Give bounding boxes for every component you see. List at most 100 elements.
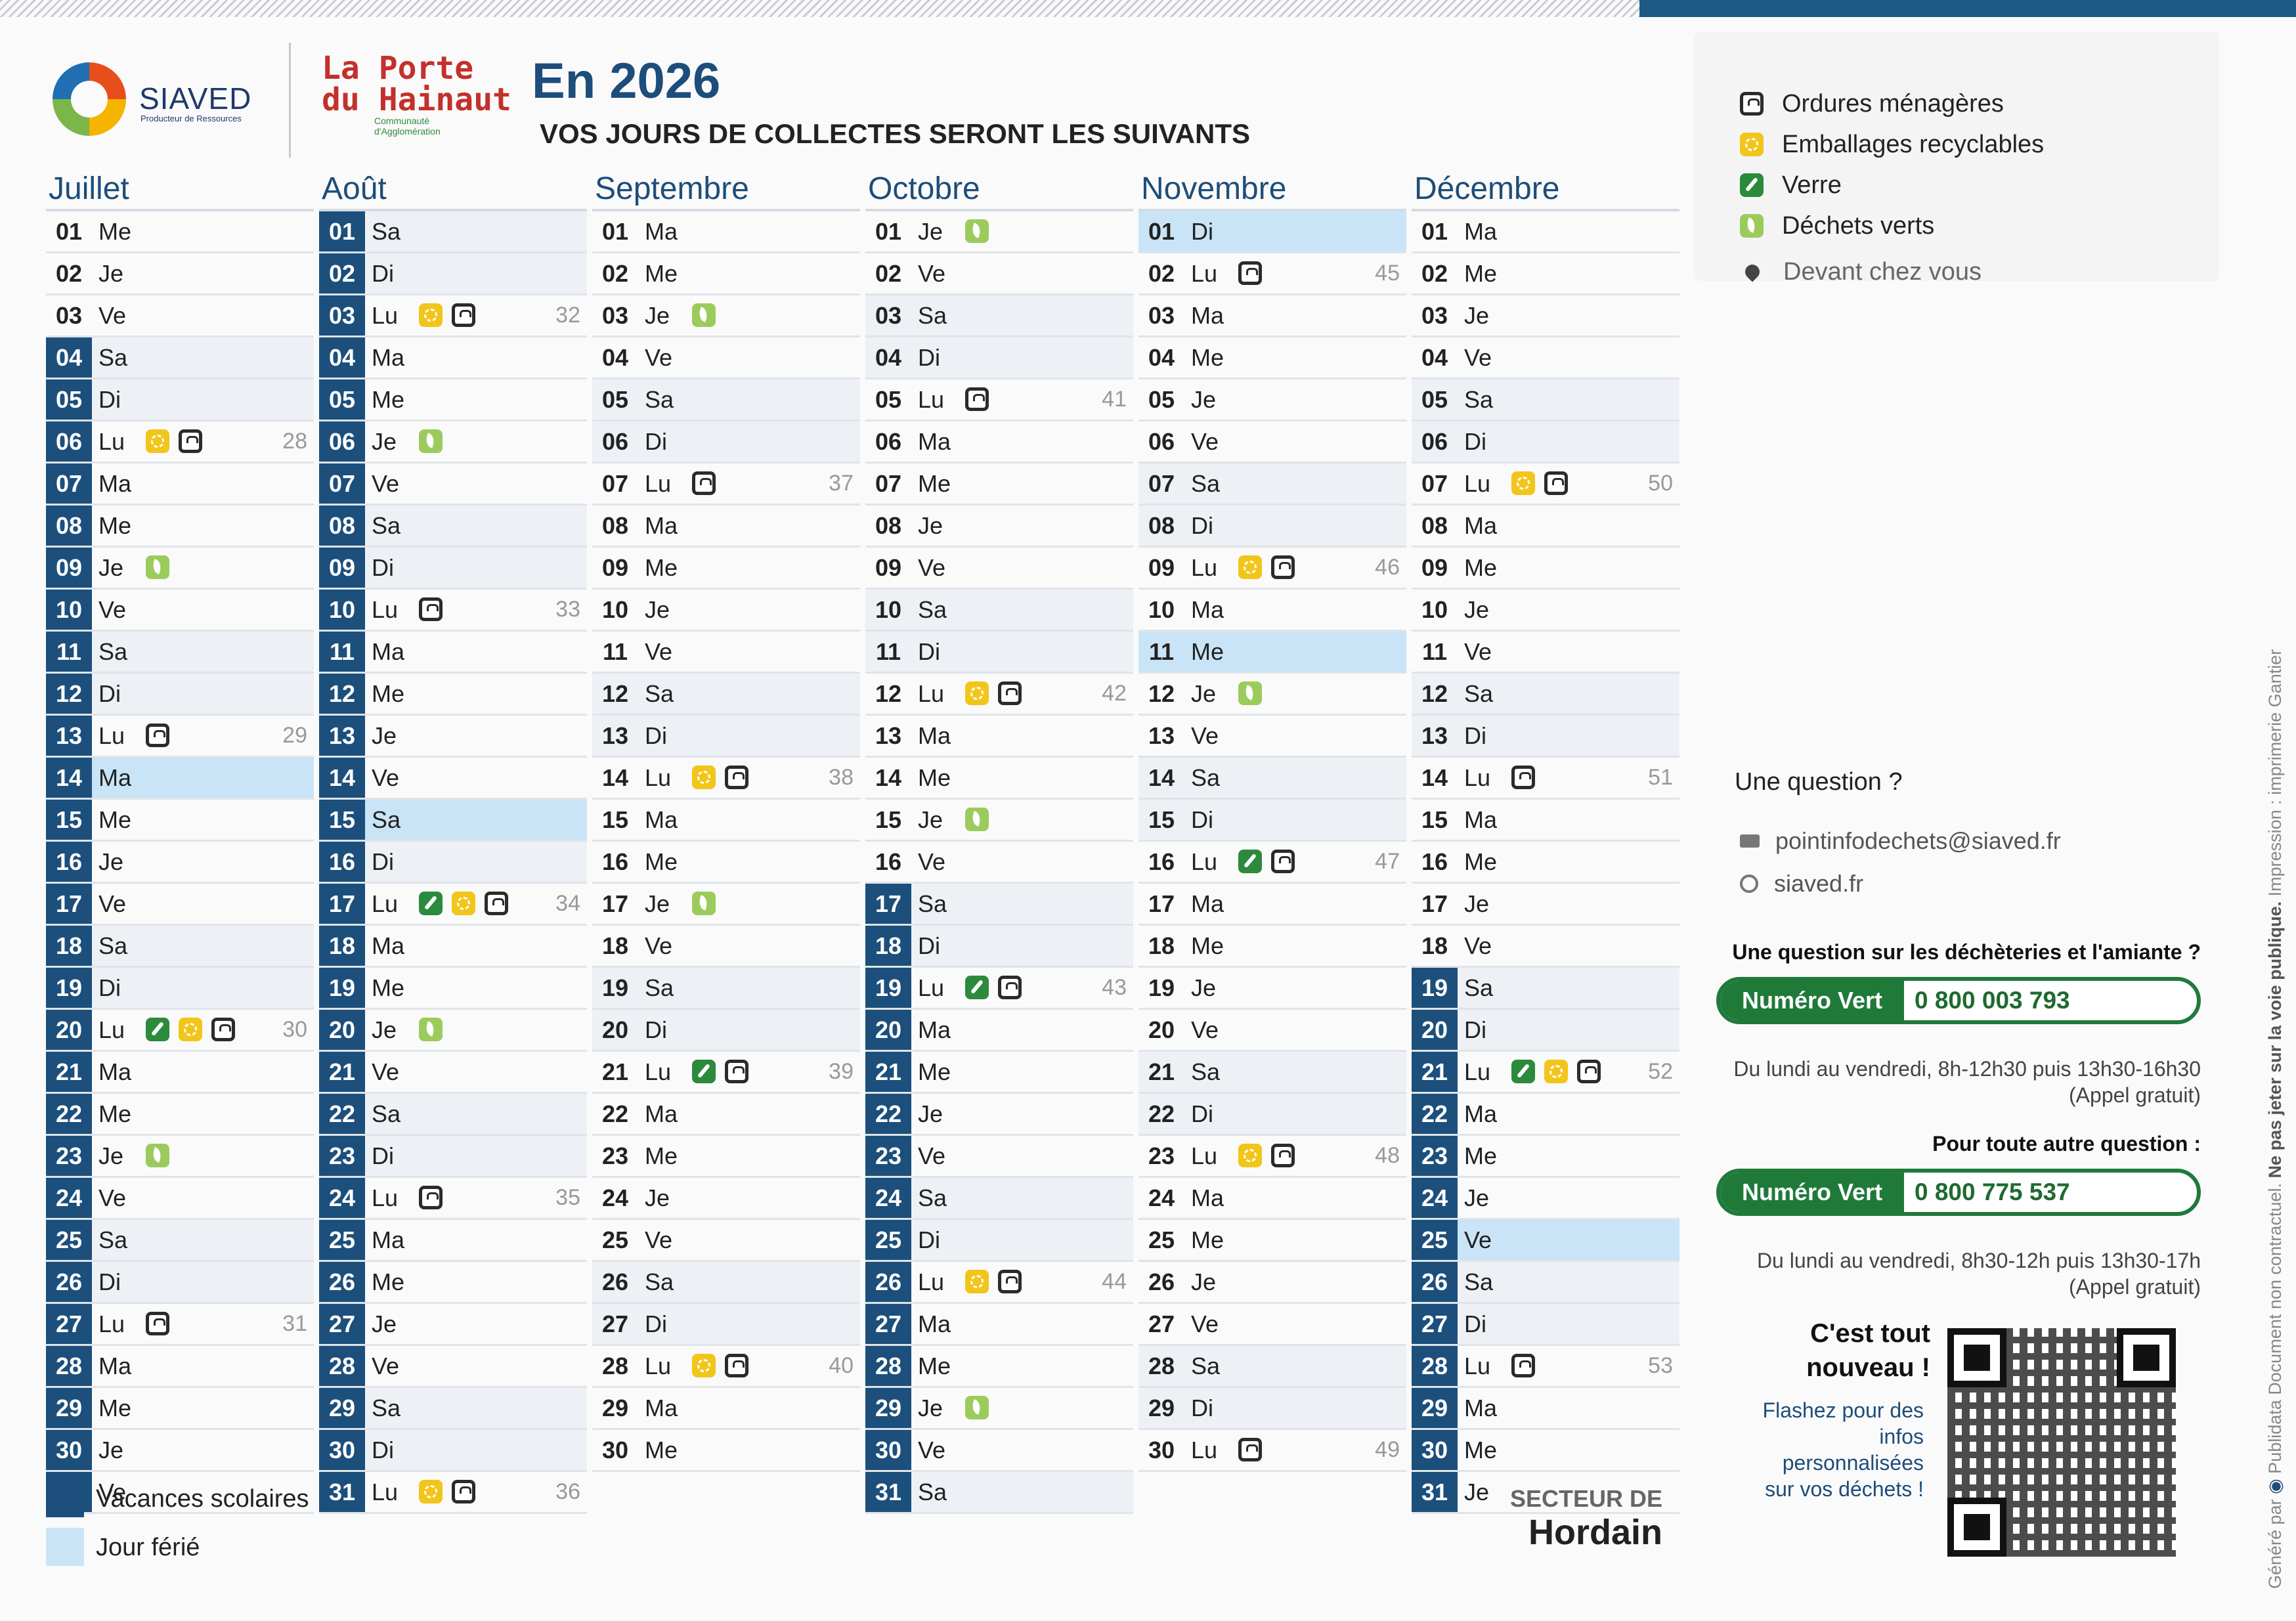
day-abbrev: Lu bbox=[918, 1268, 945, 1295]
year-title: En 2026 bbox=[532, 53, 721, 109]
household-waste-bin-icon bbox=[1544, 471, 1568, 495]
day-row: 27 Je bbox=[319, 1304, 587, 1346]
day-row: 01 Me bbox=[46, 211, 314, 253]
flash-line1: Flashez pour des bbox=[1762, 1398, 1924, 1422]
day-row: 06 Je bbox=[319, 421, 587, 464]
numero-vert-label: Numéro Vert bbox=[1720, 981, 1904, 1020]
siaved-logo-mark bbox=[53, 62, 126, 136]
day-row: 30 Me bbox=[1412, 1430, 1679, 1472]
day-number: 23 bbox=[319, 1136, 365, 1176]
day-abbrev: Ma bbox=[1191, 1184, 1224, 1211]
vacances-swatch bbox=[46, 1479, 84, 1517]
day-number: 30 bbox=[865, 1430, 911, 1470]
day-row: 16 Je bbox=[46, 842, 314, 884]
week-number: 47 bbox=[1375, 849, 1400, 874]
day-number: 20 bbox=[1148, 1016, 1175, 1043]
day-row: 17 Ve bbox=[46, 884, 314, 926]
day-abbrev: Me bbox=[98, 218, 132, 245]
day-row: 09 Me bbox=[1412, 548, 1679, 590]
day-row: 16 Me bbox=[1412, 842, 1679, 884]
question-other: Pour toute autre question : bbox=[1932, 1132, 2201, 1156]
day-row: 09 Lu 46 bbox=[1138, 548, 1406, 590]
day-number: 28 bbox=[319, 1346, 365, 1386]
week-number: 42 bbox=[1102, 681, 1127, 706]
day-row: 25 Ma bbox=[319, 1220, 587, 1262]
day-number: 25 bbox=[1148, 1226, 1175, 1253]
day-row: 01 Ma bbox=[1412, 211, 1679, 253]
day-row: 26 Di bbox=[46, 1262, 314, 1304]
new-feature-heading: C'est tout nouveau ! bbox=[1746, 1316, 1930, 1385]
numero-vert-1[interactable]: Numéro Vert 0 800 003 793 bbox=[1716, 977, 2201, 1024]
day-number: 07 bbox=[1421, 470, 1448, 497]
recycling-icon bbox=[1238, 1144, 1262, 1167]
day-abbrev: Sa bbox=[372, 806, 401, 833]
day-abbrev: Ma bbox=[1464, 1394, 1498, 1421]
location-pin-icon bbox=[1742, 261, 1763, 282]
day-row: 04 Di bbox=[865, 337, 1133, 379]
day-number: 17 bbox=[46, 884, 92, 924]
day-number: 13 bbox=[319, 716, 365, 756]
day-abbrev: Je bbox=[918, 512, 943, 539]
day-row: 08 Ma bbox=[1412, 506, 1679, 548]
day-abbrev: Me bbox=[1191, 344, 1224, 371]
phone-number-2[interactable]: 0 800 775 537 bbox=[1915, 1178, 2070, 1205]
household-waste-bin-icon bbox=[179, 429, 202, 453]
qr-code[interactable] bbox=[1947, 1328, 2176, 1557]
day-number: 06 bbox=[46, 421, 92, 462]
leaf-icon bbox=[1238, 681, 1262, 705]
day-number: 03 bbox=[1148, 302, 1175, 329]
household-waste-bin-icon bbox=[419, 1186, 443, 1209]
day-abbrev: Di bbox=[1191, 512, 1213, 539]
day-number: 11 bbox=[319, 632, 365, 672]
day-row: 11 Ve bbox=[592, 632, 860, 674]
day-number: 17 bbox=[865, 884, 911, 924]
day-number: 14 bbox=[1148, 764, 1175, 791]
day-abbrev: Di bbox=[1464, 1016, 1486, 1043]
email-contact[interactable]: pointinfodechets@siaved.fr bbox=[1740, 827, 2061, 855]
day-abbrev: Lu bbox=[645, 1058, 672, 1085]
day-abbrev: Je bbox=[98, 1437, 124, 1463]
day-row: 22 Ma bbox=[592, 1094, 860, 1136]
website-contact[interactable]: siaved.fr bbox=[1740, 870, 1863, 897]
day-number: 30 bbox=[1412, 1430, 1458, 1470]
day-row: 06 Di bbox=[1412, 421, 1679, 464]
day-row: 16 Me bbox=[592, 842, 860, 884]
day-row: 03 Ve bbox=[46, 295, 314, 337]
day-number: 08 bbox=[319, 506, 365, 546]
collection-icons bbox=[1238, 681, 1262, 708]
month-name: Août bbox=[319, 169, 587, 211]
day-abbrev: Je bbox=[1191, 680, 1217, 707]
website-link[interactable]: siaved.fr bbox=[1774, 870, 1864, 897]
day-abbrev: Di bbox=[98, 680, 121, 707]
day-abbrev: Lu bbox=[645, 764, 672, 791]
day-row: 15 Di bbox=[1138, 800, 1406, 842]
day-abbrev: Di bbox=[372, 554, 394, 581]
email-link[interactable]: pointinfodechets@siaved.fr bbox=[1775, 827, 2061, 854]
siaved-logo-subtitle: Producteur de Ressources bbox=[141, 114, 242, 123]
day-abbrev: Ve bbox=[918, 260, 946, 287]
day-abbrev: Ma bbox=[918, 428, 951, 455]
day-number: 13 bbox=[875, 722, 902, 749]
day-number: 25 bbox=[1412, 1220, 1458, 1260]
day-number: 20 bbox=[1412, 1010, 1458, 1050]
legend-item-emballages: Emballages recyclables bbox=[1740, 125, 2044, 164]
day-row: 18 Di bbox=[865, 926, 1133, 968]
day-number: 09 bbox=[46, 548, 92, 588]
day-row: 12 Lu 42 bbox=[865, 674, 1133, 716]
day-abbrev: Me bbox=[98, 512, 132, 539]
day-row: 07 Ma bbox=[46, 464, 314, 506]
day-number: 15 bbox=[875, 806, 902, 833]
day-number: 25 bbox=[601, 1226, 629, 1253]
glass-bottle-icon bbox=[419, 892, 443, 915]
day-number: 28 bbox=[601, 1352, 629, 1379]
day-row: 21 Ve bbox=[319, 1052, 587, 1094]
day-number: 26 bbox=[1148, 1268, 1175, 1295]
phone-number-1[interactable]: 0 800 003 793 bbox=[1915, 987, 2070, 1014]
waste-legend: Ordures ménagères Emballages recyclables… bbox=[1694, 32, 2219, 286]
day-number: 14 bbox=[46, 758, 92, 798]
numero-vert-2[interactable]: Numéro Vert 0 800 775 537 bbox=[1716, 1169, 2201, 1216]
day-row: 03 Je bbox=[1412, 295, 1679, 337]
day-row: 09 Me bbox=[592, 548, 860, 590]
day-abbrev: Di bbox=[372, 1437, 394, 1463]
day-row: 18 Ve bbox=[592, 926, 860, 968]
